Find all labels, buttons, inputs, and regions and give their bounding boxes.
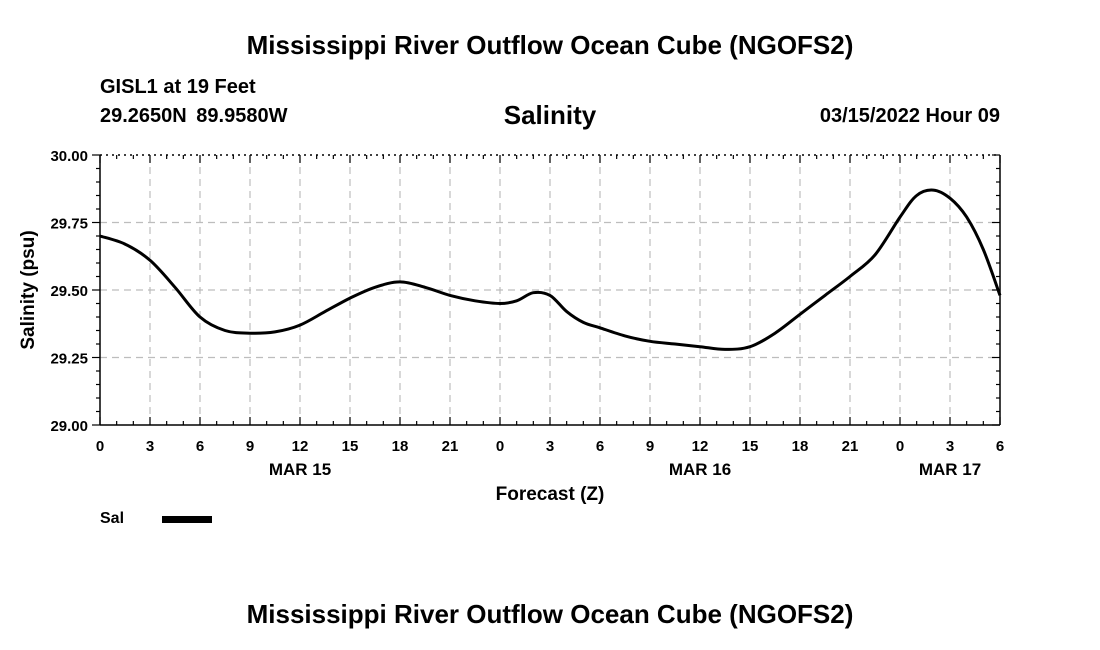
y-tick-label: 29.75	[50, 216, 88, 233]
x-tick-label: 15	[742, 438, 759, 455]
legend-line-swatch	[162, 516, 212, 523]
chart-main-title: Mississippi River Outflow Ocean Cube (NG…	[246, 30, 854, 60]
series-lines	[99, 188, 1002, 351]
x-tick-label: 18	[792, 438, 809, 455]
series-line-sal	[99, 188, 1002, 351]
chart-title: Salinity	[503, 100, 597, 130]
y-tick-labels: 29.00 29.25 29.50 29.75 30.00	[50, 148, 88, 435]
x-tick-label: 21	[842, 438, 859, 455]
footer-title: Mississippi River Outflow Ocean Cube (NG…	[246, 599, 854, 629]
y-tick-label: 29.50	[50, 283, 88, 300]
x-tick-label: 3	[146, 438, 154, 455]
x-tick-label: 18	[392, 438, 409, 455]
day-label: MAR 17	[919, 460, 981, 479]
x-tick-labels: 0 3 6 9 12 15 18 21 0 3 6 9 12 15 18 21 0 3 6	[96, 438, 1004, 455]
x-tick-label: 0	[496, 438, 504, 455]
x-tick-label: 0	[896, 438, 904, 455]
x-tick-label: 12	[292, 438, 309, 455]
day-label: MAR 16	[669, 460, 731, 479]
y-tick-label: 29.00	[50, 418, 88, 435]
day-labels: MAR 15 MAR 16 MAR 17	[269, 460, 981, 479]
x-tick-label: 12	[692, 438, 709, 455]
x-tick-label: 3	[946, 438, 954, 455]
axis-ticks	[92, 154, 1001, 426]
x-axis-label: Forecast (Z)	[496, 484, 605, 505]
y-tick-label: 29.25	[50, 351, 88, 368]
x-tick-label: 9	[246, 438, 254, 455]
station-name: GISL1 at 19 Feet	[100, 76, 256, 98]
x-tick-label: 6	[996, 438, 1004, 455]
legend-label: Sal	[100, 510, 125, 527]
station-coordinates: 29.2650N 89.9580W	[100, 105, 288, 127]
x-tick-label: 21	[442, 438, 459, 455]
y-axis-label: Salinity (psu)	[18, 230, 39, 349]
forecast-datetime: 03/15/2022 Hour 09	[819, 105, 1000, 127]
x-tick-label: 0	[96, 438, 104, 455]
x-tick-label: 3	[546, 438, 554, 455]
grid-lines	[100, 155, 1000, 425]
x-tick-label: 15	[342, 438, 359, 455]
x-tick-label: 6	[596, 438, 604, 455]
x-tick-label: 6	[196, 438, 204, 455]
y-tick-label: 30.00	[50, 148, 88, 165]
x-tick-label: 9	[646, 438, 654, 455]
day-label: MAR 15	[269, 460, 331, 479]
